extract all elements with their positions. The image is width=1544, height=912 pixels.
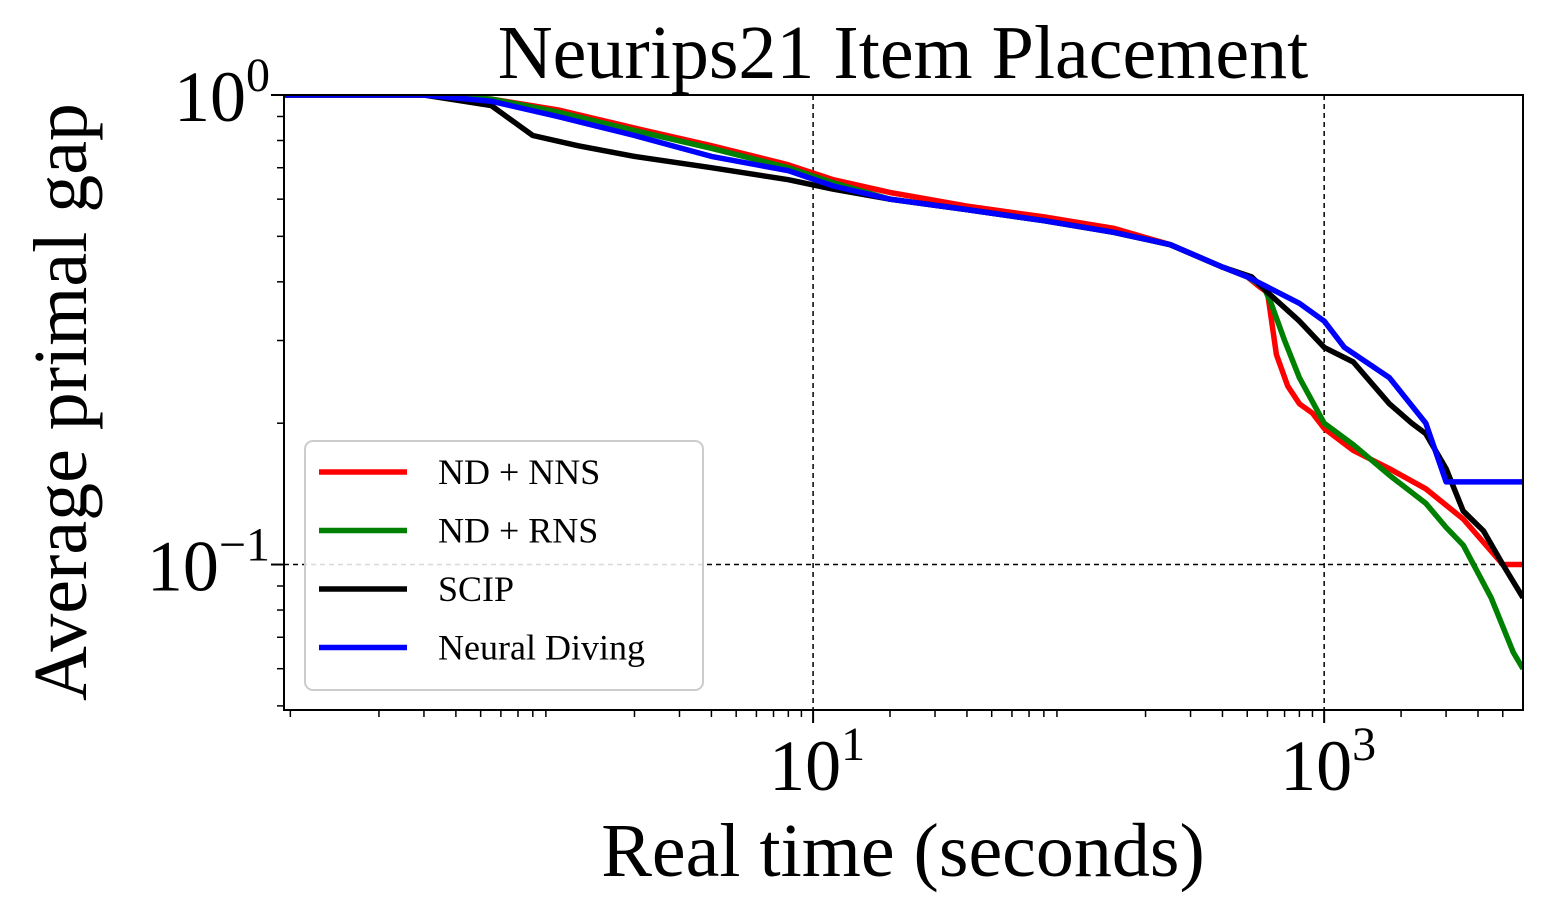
x-tick-label: 101 (769, 718, 865, 806)
legend-label: ND + NNS (438, 452, 600, 492)
chart-title: Neurips21 Item Placement (498, 11, 1308, 95)
x-axis-label: Real time (seconds) (601, 809, 1205, 893)
legend: ND + NNS ND + RNS SCIP Neural Diving (304, 440, 704, 691)
x-tick-label: 103 (1280, 718, 1376, 806)
y-tick-label: 10−1 (147, 519, 270, 607)
legend-frame (304, 440, 704, 691)
series-line-neural-diving (284, 95, 1523, 485)
legend-label: SCIP (438, 569, 514, 609)
y-tick-label: 100 (174, 49, 270, 137)
gridlines (284, 95, 1523, 710)
axis-ticks (271, 94, 1504, 723)
legend-label: Neural Diving (438, 628, 645, 668)
plot-area-frame (283, 94, 1524, 711)
legend-label: ND + RNS (438, 511, 598, 551)
series-lines (284, 95, 1523, 671)
axis-tick-labels: 101 103 100 10−1 (147, 49, 1376, 806)
y-axis-label: Average primal gap (19, 103, 103, 701)
